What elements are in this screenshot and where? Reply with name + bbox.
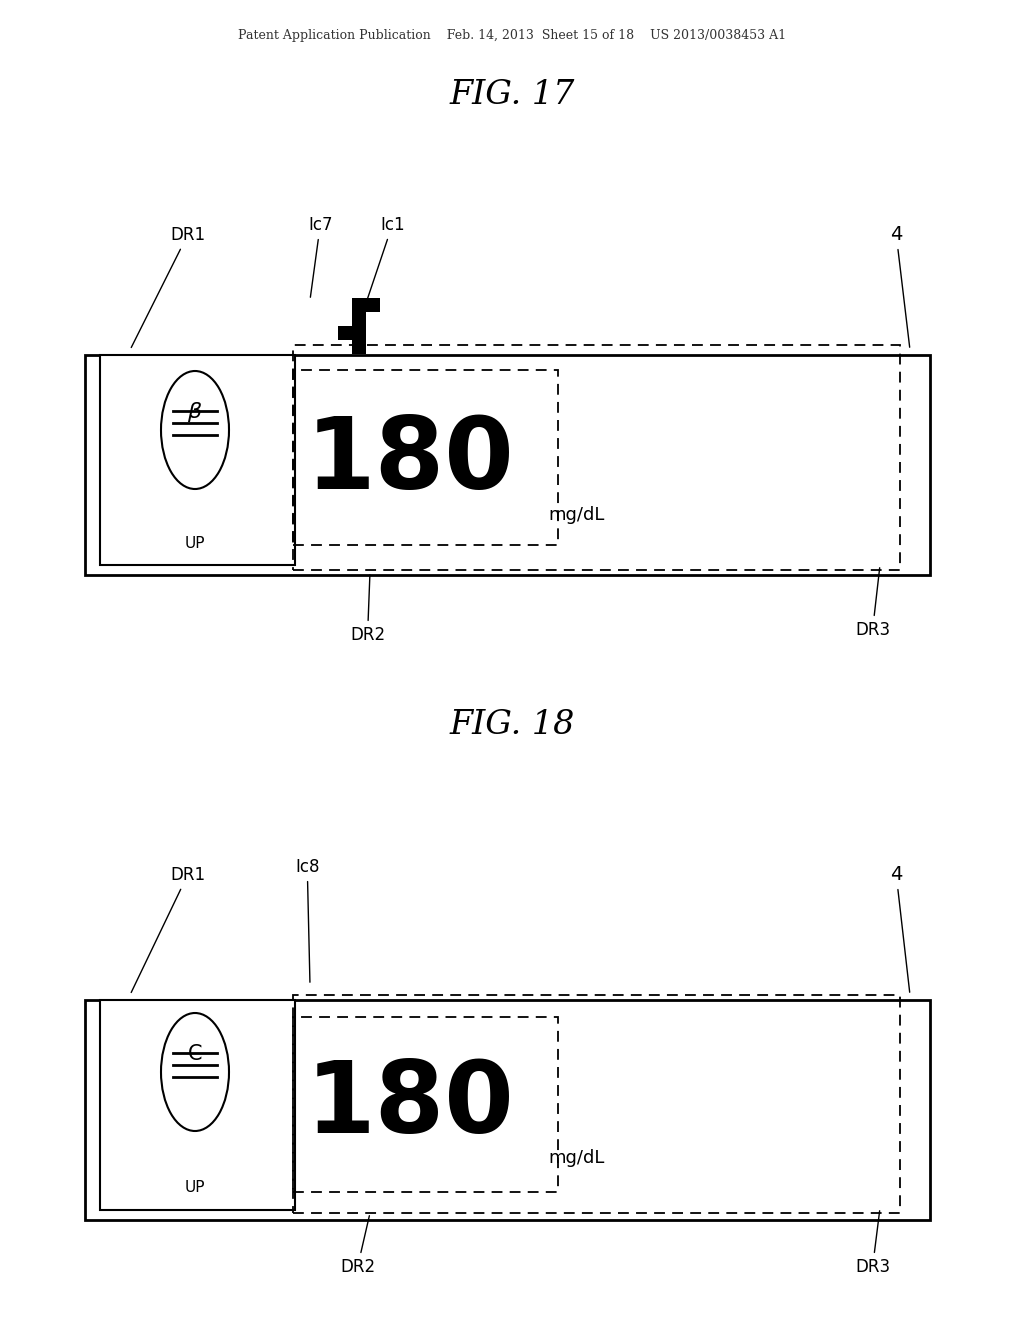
Text: 4: 4 bbox=[890, 865, 909, 993]
Text: 180: 180 bbox=[306, 413, 515, 511]
Text: mg/dL: mg/dL bbox=[548, 506, 604, 524]
Bar bbox=[100, 1001, 295, 1210]
Text: DR1: DR1 bbox=[131, 866, 205, 993]
Text: FIG. 18: FIG. 18 bbox=[450, 709, 574, 741]
Text: Ic7: Ic7 bbox=[308, 216, 333, 297]
Bar bbox=[352, 312, 366, 326]
Ellipse shape bbox=[161, 1012, 229, 1131]
Text: C: C bbox=[187, 1044, 203, 1064]
Bar bbox=[85, 355, 930, 576]
Text: Ic8: Ic8 bbox=[295, 858, 319, 982]
Bar bbox=[352, 326, 366, 341]
Text: DR2: DR2 bbox=[340, 1216, 375, 1276]
Bar bbox=[293, 345, 900, 570]
Text: mg/dL: mg/dL bbox=[548, 1148, 604, 1167]
Text: Patent Application Publication    Feb. 14, 2013  Sheet 15 of 18    US 2013/00384: Patent Application Publication Feb. 14, … bbox=[238, 29, 786, 41]
Text: DR3: DR3 bbox=[855, 568, 890, 639]
Bar bbox=[100, 355, 295, 565]
Text: FIG. 17: FIG. 17 bbox=[450, 79, 574, 111]
Text: $\beta$: $\beta$ bbox=[187, 400, 203, 424]
Ellipse shape bbox=[161, 371, 229, 488]
Text: DR2: DR2 bbox=[350, 574, 385, 644]
Bar bbox=[293, 370, 558, 545]
Text: DR3: DR3 bbox=[855, 1210, 890, 1276]
Bar bbox=[352, 298, 366, 312]
Text: Ic1: Ic1 bbox=[362, 216, 404, 313]
Bar bbox=[366, 298, 380, 312]
Text: UP: UP bbox=[184, 1180, 205, 1196]
Bar bbox=[85, 1001, 930, 1220]
Bar bbox=[352, 341, 366, 354]
Bar bbox=[293, 1016, 558, 1192]
Bar bbox=[293, 995, 900, 1213]
Text: DR1: DR1 bbox=[131, 226, 205, 347]
Bar bbox=[338, 326, 352, 341]
Text: UP: UP bbox=[184, 536, 205, 550]
Text: 4: 4 bbox=[890, 224, 909, 347]
Text: 180: 180 bbox=[306, 1056, 515, 1154]
